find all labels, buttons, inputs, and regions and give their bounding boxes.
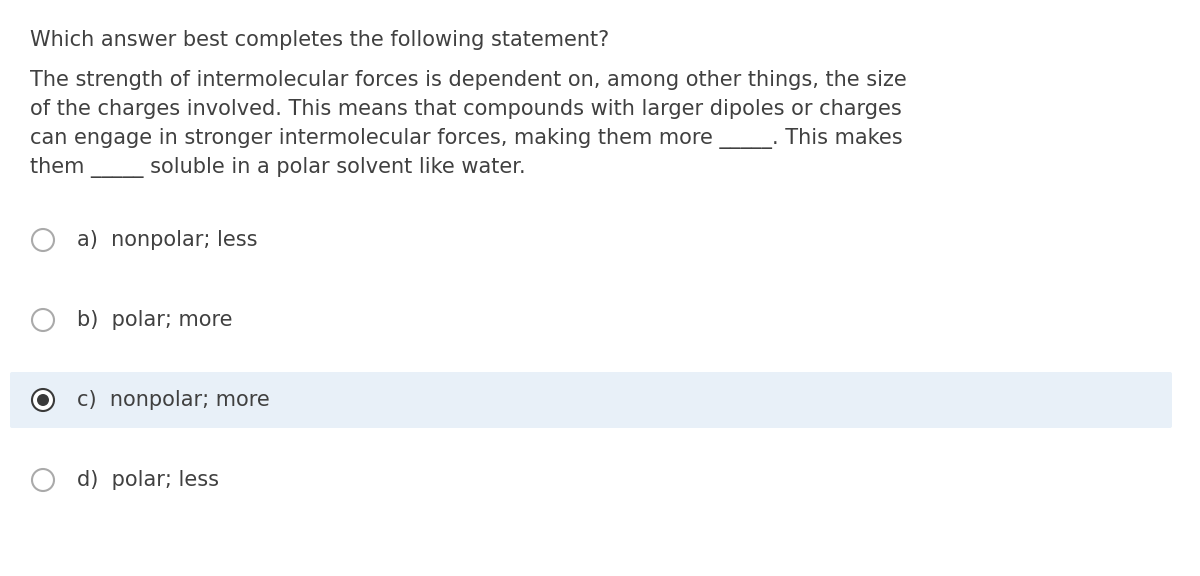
Circle shape (32, 309, 54, 331)
Circle shape (32, 229, 54, 251)
Text: b)  polar; more: b) polar; more (77, 310, 233, 330)
FancyBboxPatch shape (10, 372, 1172, 428)
Text: a)  nonpolar; less: a) nonpolar; less (77, 230, 258, 250)
Circle shape (37, 394, 49, 406)
Text: c)  nonpolar; more: c) nonpolar; more (77, 390, 270, 410)
Text: d)  polar; less: d) polar; less (77, 470, 220, 490)
Text: Which answer best completes the following statement?: Which answer best completes the followin… (30, 30, 610, 50)
Circle shape (32, 469, 54, 491)
Text: The strength of intermolecular forces is dependent on, among other things, the s: The strength of intermolecular forces is… (30, 70, 907, 179)
Circle shape (32, 389, 54, 411)
